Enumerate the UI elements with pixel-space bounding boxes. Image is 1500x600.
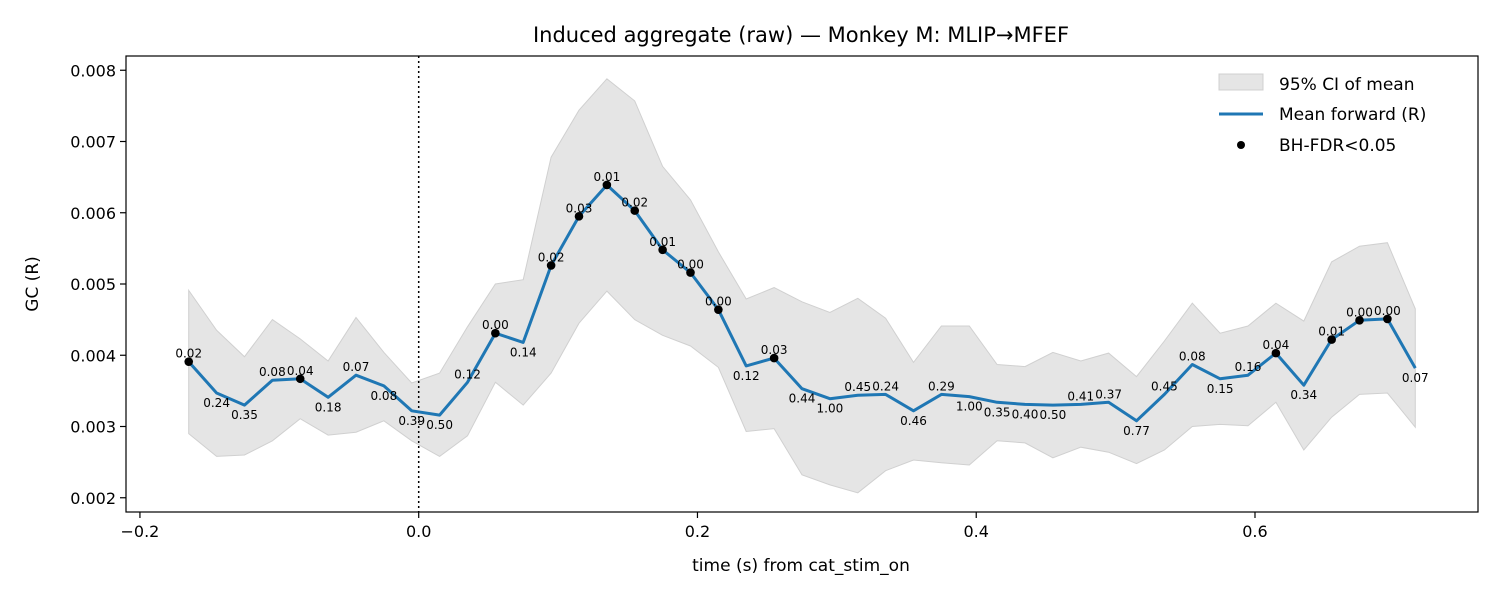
p-value-label: 0.01 <box>594 170 621 184</box>
significant-point <box>658 245 667 255</box>
p-value-label: 0.12 <box>454 367 481 381</box>
significant-point <box>1355 316 1364 325</box>
p-value-label: 0.45 <box>1151 379 1178 393</box>
p-value-label: 0.08 <box>259 365 286 379</box>
mean-forward-line <box>187 183 1417 423</box>
p-value-label: 0.07 <box>1402 371 1429 385</box>
significant-point <box>574 212 584 221</box>
p-value-label: 0.16 <box>1235 360 1262 374</box>
p-value-label: 0.00 <box>482 318 509 332</box>
p-value-label: 0.07 <box>343 360 370 374</box>
y-tick-label: 0.003 <box>70 418 116 437</box>
significant-point <box>546 261 556 270</box>
p-value-label: 0.24 <box>872 379 899 393</box>
x-axis: −0.2 0.0 0.2 0.4 0.6 <box>121 512 1268 541</box>
p-value-label: 0.03 <box>566 201 593 215</box>
x-tick-label: 0.6 <box>1242 522 1267 541</box>
y-axis: 0.002 0.003 0.004 0.005 0.006 0.007 0.008 <box>70 61 126 508</box>
p-value-label: 0.24 <box>203 396 230 410</box>
p-value-label: 0.02 <box>621 196 648 210</box>
p-value-label: 1.00 <box>817 402 844 416</box>
p-value-label: 0.40 <box>1012 407 1039 421</box>
p-value-label: 0.50 <box>1040 408 1067 422</box>
p-value-label: 0.29 <box>928 379 955 393</box>
p-value-label: 0.04 <box>1263 338 1290 352</box>
x-tick-label: 0.0 <box>406 522 431 541</box>
ci-band <box>188 78 1416 494</box>
p-value-label: 0.04 <box>287 364 314 378</box>
chart-title: Induced aggregate (raw) — Monkey M: MLIP… <box>533 23 1069 47</box>
x-tick-label: 0.2 <box>685 522 710 541</box>
p-value-label: 0.12 <box>733 369 760 383</box>
y-tick-label: 0.002 <box>70 489 116 508</box>
legend-sig-swatch <box>1237 141 1245 149</box>
p-value-label: 0.15 <box>1207 382 1234 396</box>
p-value-label: 0.35 <box>984 405 1011 419</box>
significant-point <box>1327 335 1336 344</box>
y-tick-label: 0.004 <box>70 346 116 365</box>
p-value-label: 0.46 <box>900 414 927 428</box>
y-tick-label: 0.006 <box>70 204 116 223</box>
legend: 95% CI of mean Mean forward (R) BH-FDR<0… <box>1218 73 1426 156</box>
p-value-label: 0.02 <box>538 250 565 264</box>
x-tick-label: 0.4 <box>964 522 989 541</box>
significant-point <box>184 357 194 366</box>
p-value-label: 0.00 <box>1374 304 1401 318</box>
significant-point <box>714 305 723 314</box>
p-value-label: 0.44 <box>789 392 816 406</box>
x-tick-label: −0.2 <box>121 522 160 541</box>
y-axis-label: GC (R) <box>23 256 43 312</box>
p-value-label: 0.45 <box>844 380 871 394</box>
p-value-label: 0.50 <box>426 418 453 432</box>
p-value-label: 0.35 <box>231 408 258 422</box>
significant-point <box>491 328 500 338</box>
legend-mean-label: Mean forward (R) <box>1279 105 1426 125</box>
p-value-label: 0.39 <box>398 414 425 428</box>
y-tick-label: 0.005 <box>70 275 116 294</box>
p-value-label: 0.00 <box>1346 305 1373 319</box>
p-value-label: 0.18 <box>315 400 342 414</box>
legend-ci-label: 95% CI of mean <box>1279 75 1414 95</box>
legend-sig-label: BH-FDR<0.05 <box>1279 136 1396 156</box>
y-tick-label: 0.008 <box>70 61 116 80</box>
p-value-label: 0.03 <box>761 343 788 357</box>
p-value-label: 0.01 <box>649 235 676 249</box>
p-value-label: 0.77 <box>1123 424 1150 438</box>
significant-point <box>686 268 695 277</box>
p-value-label: 0.34 <box>1290 388 1317 402</box>
p-value-label: 1.00 <box>956 400 983 414</box>
p-value-label: 0.00 <box>677 258 704 272</box>
significant-point <box>769 353 779 363</box>
p-value-label: 0.08 <box>1179 350 1206 364</box>
significant-point <box>295 374 305 384</box>
p-value-label: 0.14 <box>510 345 537 359</box>
y-tick-label: 0.007 <box>70 133 116 152</box>
p-value-label: 0.37 <box>1095 387 1122 401</box>
p-value-label: 0.00 <box>705 295 732 309</box>
p-value-label: 0.01 <box>1318 325 1345 339</box>
significant-point <box>1383 314 1392 324</box>
x-axis-label: time (s) from cat_stim_on <box>692 556 910 576</box>
significant-point <box>630 206 640 215</box>
p-value-label: 0.08 <box>370 389 397 403</box>
p-value-label: 0.02 <box>175 347 202 361</box>
plot-area: 0.020.240.350.08 0.040.180.070.080.39 0.50… <box>175 56 1429 512</box>
legend-ci-swatch <box>1218 73 1264 91</box>
p-value-label: 0.41 <box>1067 389 1094 403</box>
significant-point <box>1271 348 1281 358</box>
significant-point <box>602 180 612 190</box>
